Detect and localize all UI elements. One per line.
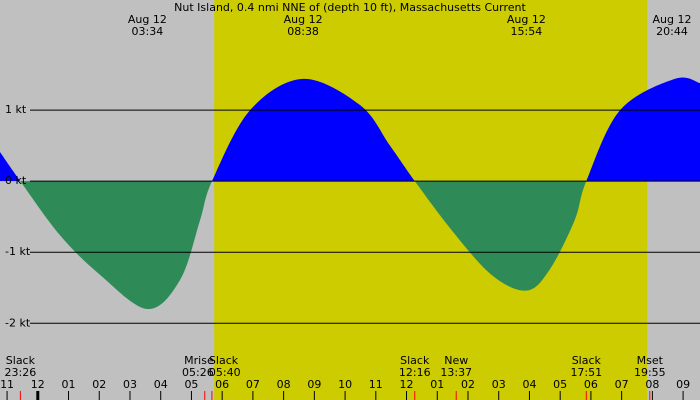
x-tick-label: 12 (31, 378, 45, 391)
x-tick-label: 03 (492, 378, 506, 391)
ebb-area (20, 181, 587, 310)
x-tick-label: 02 (461, 378, 475, 391)
peak-date: Aug 12 (284, 13, 323, 26)
x-tick-label: 03 (123, 378, 137, 391)
x-tick-label: 11 (369, 378, 383, 391)
event-name: Slack (572, 354, 602, 367)
y-tick-label: -2 kt (5, 316, 31, 329)
x-tick-label: 10 (338, 378, 352, 391)
x-tick-label: 06 (215, 378, 229, 391)
y-tick-label: 0 kt (5, 174, 27, 187)
x-tick-label: 05 (553, 378, 567, 391)
x-tick-label: 09 (676, 378, 690, 391)
x-tick-label: 01 (430, 378, 444, 391)
peak-time: 15:54 (511, 25, 543, 38)
x-tick-label: 08 (277, 378, 291, 391)
x-tick-label: 07 (615, 378, 629, 391)
event-name: Slack (400, 354, 430, 367)
x-tick-label: 02 (92, 378, 106, 391)
x-tick-label: 06 (584, 378, 598, 391)
event-time: 05:26 (182, 366, 214, 379)
peak-date: Aug 12 (128, 13, 167, 26)
x-tick-label: 12 (400, 378, 414, 391)
event-name: Mset (637, 354, 664, 367)
event-time: 23:26 (5, 366, 37, 379)
x-tick-label: 07 (246, 378, 260, 391)
peak-date: Aug 12 (507, 13, 546, 26)
peak-time: 03:34 (132, 25, 164, 38)
flood-area (0, 77, 700, 182)
y-tick-label: 1 kt (5, 103, 27, 116)
x-tick-label: 11 (0, 378, 14, 391)
event-name: Slack (6, 354, 36, 367)
event-name: New (444, 354, 468, 367)
event-name: Mrise (184, 354, 214, 367)
peak-time: 08:38 (287, 25, 319, 38)
peak-date: Aug 12 (653, 13, 692, 26)
chart-title: Nut Island, 0.4 nmi NNE of (depth 10 ft)… (174, 1, 526, 14)
x-tick-label: 09 (307, 378, 321, 391)
event-time: 05:40 (209, 366, 241, 379)
x-tick-label: 05 (184, 378, 198, 391)
event-time: 19:55 (634, 366, 666, 379)
peak-time: 20:44 (656, 25, 688, 38)
y-tick-label: -1 kt (5, 245, 31, 258)
event-time: 12:16 (399, 366, 431, 379)
event-time: 13:37 (440, 366, 472, 379)
x-tick-label: 04 (154, 378, 168, 391)
event-time: 17:51 (570, 366, 602, 379)
x-tick-label: 01 (62, 378, 76, 391)
x-tick-label: 04 (522, 378, 536, 391)
x-tick-label: 08 (645, 378, 659, 391)
event-name: Slack (209, 354, 239, 367)
